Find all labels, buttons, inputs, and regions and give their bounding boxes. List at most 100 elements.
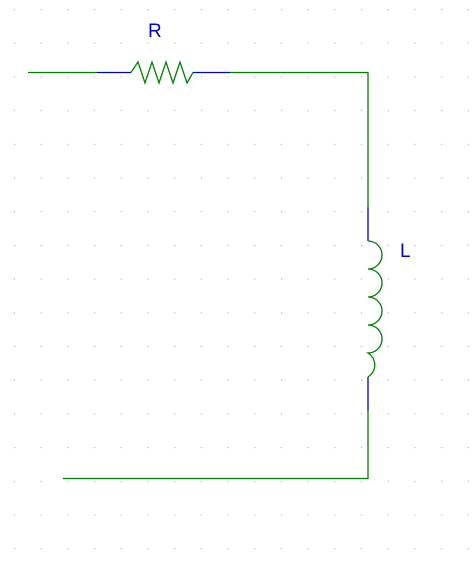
grid-dot xyxy=(414,278,416,280)
grid-dot xyxy=(281,143,282,145)
inductor-l-symbol[interactable] xyxy=(365,240,383,378)
grid-dot xyxy=(200,514,202,516)
grid-dot xyxy=(147,379,149,381)
grid-dot xyxy=(120,244,122,246)
grid-dot xyxy=(387,413,389,415)
grid-dot xyxy=(67,447,69,449)
grid-dot xyxy=(14,514,15,516)
grid-dot xyxy=(441,42,443,44)
grid-dot xyxy=(40,514,42,516)
grid-dot xyxy=(40,379,42,381)
grid-dot xyxy=(334,110,336,112)
grid-dot xyxy=(14,244,15,246)
grid-dot xyxy=(361,143,363,145)
grid-dot xyxy=(67,480,69,482)
grid-dot xyxy=(254,379,256,381)
grid-dot xyxy=(281,413,282,415)
grid-dot xyxy=(227,244,229,246)
grid-dot xyxy=(467,514,469,516)
grid-dot xyxy=(281,278,282,280)
grid-dot xyxy=(254,76,256,78)
grid-dot xyxy=(441,413,443,415)
grid-dot xyxy=(361,312,363,314)
grid-dot xyxy=(147,312,149,314)
grid-dot xyxy=(67,346,69,347)
grid-dot xyxy=(40,548,42,550)
grid-dot xyxy=(147,413,149,415)
grid-dot xyxy=(387,76,389,78)
grid-dot xyxy=(147,143,149,145)
grid-dot xyxy=(254,447,256,449)
grid-dot xyxy=(40,76,42,78)
grid-dot xyxy=(67,177,69,179)
grid-dot xyxy=(147,9,149,10)
grid-dot xyxy=(120,42,122,44)
grid-dot xyxy=(387,548,389,550)
grid-dot xyxy=(441,9,443,10)
grid-dot xyxy=(174,514,176,516)
grid-dot xyxy=(67,42,69,44)
grid-dot xyxy=(67,9,69,10)
resistor-label[interactable]: R xyxy=(148,21,162,42)
grid-dot xyxy=(227,447,229,449)
grid-dot xyxy=(254,211,256,213)
grid-dots xyxy=(14,9,469,550)
resistor-r-symbol[interactable] xyxy=(130,59,194,86)
grid-dot xyxy=(334,548,336,550)
wire-bottom[interactable] xyxy=(63,411,369,480)
grid-dot xyxy=(14,9,15,10)
grid-dot xyxy=(254,110,256,112)
grid-dot xyxy=(307,76,309,78)
grid-dot xyxy=(281,548,282,550)
grid-dot xyxy=(254,312,256,314)
grid-dot xyxy=(334,278,336,280)
grid-dot xyxy=(441,244,443,246)
grid-dot xyxy=(94,211,96,213)
grid-dot xyxy=(467,110,469,112)
grid-dot xyxy=(334,143,336,145)
grid-dot xyxy=(200,143,202,145)
inductor-label[interactable]: L xyxy=(400,241,411,262)
grid-dot xyxy=(94,548,96,550)
grid-dot xyxy=(334,346,336,347)
grid-dot xyxy=(334,447,336,449)
grid-dot xyxy=(467,9,469,10)
grid-dot xyxy=(120,312,122,314)
grid-dot xyxy=(147,244,149,246)
grid-dot xyxy=(387,143,389,145)
grid-dot xyxy=(200,244,202,246)
grid-dot xyxy=(120,278,122,280)
grid-dot xyxy=(387,278,389,280)
grid-dot xyxy=(254,9,256,10)
grid-dot xyxy=(120,379,122,381)
grid-dot xyxy=(200,278,202,280)
grid-dot xyxy=(361,480,363,482)
grid-dot xyxy=(200,177,202,179)
grid-dot xyxy=(200,548,202,550)
grid-dot xyxy=(147,211,149,213)
grid-dot xyxy=(227,211,229,213)
grid-dot xyxy=(441,346,443,347)
grid-dot xyxy=(147,42,149,44)
grid-dot xyxy=(227,480,229,482)
grid-dot xyxy=(307,211,309,213)
grid-dot xyxy=(120,480,122,482)
grid-dot xyxy=(281,514,282,516)
grid-dot xyxy=(254,244,256,246)
grid-dot xyxy=(40,413,42,415)
wire-top-right[interactable] xyxy=(230,71,369,208)
grid-dot xyxy=(227,278,229,280)
grid-dot xyxy=(200,447,202,449)
grid-dot xyxy=(387,110,389,112)
grid-dot xyxy=(307,447,309,449)
grid-dot xyxy=(467,244,469,246)
grid-dot xyxy=(40,143,42,145)
grid-dot xyxy=(467,177,469,179)
grid-dot xyxy=(94,379,96,381)
grid-dot xyxy=(361,9,363,10)
grid-dot xyxy=(67,312,69,314)
grid-dot xyxy=(387,42,389,44)
grid-dot xyxy=(361,211,363,213)
